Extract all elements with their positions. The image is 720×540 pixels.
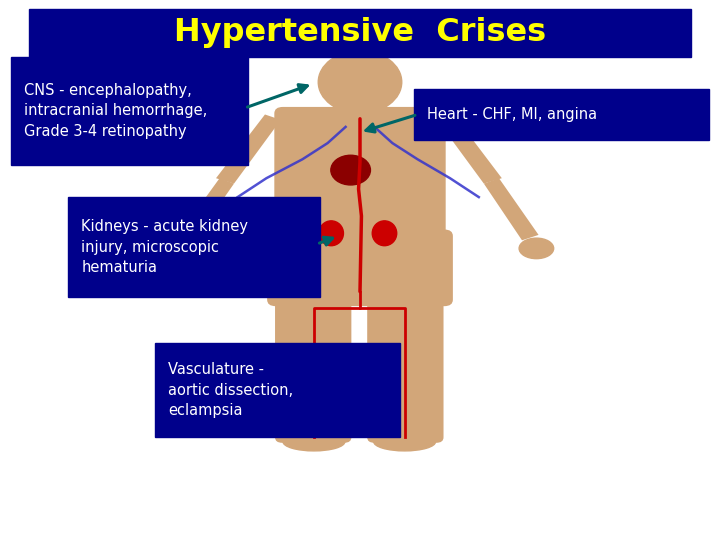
Text: Heart - CHF, MI, angina: Heart - CHF, MI, angina [427, 107, 597, 122]
FancyBboxPatch shape [367, 293, 444, 443]
FancyBboxPatch shape [267, 230, 453, 306]
Circle shape [318, 51, 402, 113]
Text: Hypertensive  Crises: Hypertensive Crises [174, 17, 546, 48]
FancyBboxPatch shape [275, 293, 351, 443]
FancyBboxPatch shape [155, 343, 400, 437]
Ellipse shape [319, 221, 343, 246]
FancyBboxPatch shape [11, 57, 248, 165]
FancyBboxPatch shape [29, 9, 691, 57]
Polygon shape [484, 178, 539, 240]
Ellipse shape [283, 433, 345, 451]
Text: CNS - encephalopathy,
intracranial hemorrhage,
Grade 3-4 retinopathy: CNS - encephalopathy, intracranial hemor… [24, 83, 207, 139]
FancyBboxPatch shape [274, 107, 446, 245]
Text: Kidneys - acute kidney
injury, microscopic
hematuria: Kidneys - acute kidney injury, microscop… [81, 219, 248, 275]
Ellipse shape [164, 238, 199, 259]
Ellipse shape [330, 155, 371, 185]
Ellipse shape [372, 221, 397, 246]
Bar [346, 83, 374, 114]
Polygon shape [179, 178, 234, 240]
Ellipse shape [374, 433, 436, 451]
Text: Vasculature -
aortic dissection,
eclampsia: Vasculature - aortic dissection, eclamps… [168, 362, 293, 418]
Ellipse shape [519, 238, 554, 259]
FancyBboxPatch shape [68, 197, 320, 297]
FancyBboxPatch shape [414, 89, 709, 140]
Polygon shape [216, 114, 281, 184]
Polygon shape [437, 114, 502, 184]
